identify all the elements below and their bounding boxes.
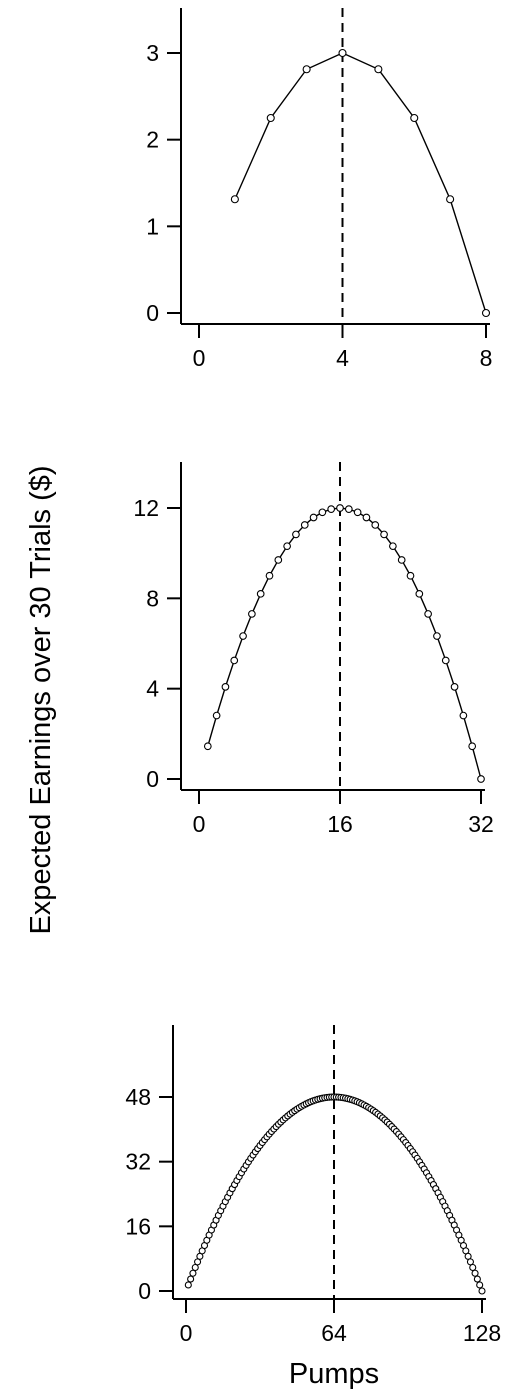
data-point <box>344 505 353 513</box>
data-point <box>300 521 309 529</box>
data-point <box>230 195 239 204</box>
x-tick-label: 32 <box>468 811 494 837</box>
x-tick-label: 8 <box>480 345 493 371</box>
data-point <box>446 195 455 204</box>
data-point <box>327 505 336 513</box>
data-point <box>283 542 291 551</box>
data-point <box>338 48 347 58</box>
data-point <box>380 530 388 539</box>
chart-panel-3: 0 64 128 0 16 32 48 <box>125 1025 501 1346</box>
x-axis-title: Pumps <box>289 1358 379 1390</box>
data-point <box>441 656 450 665</box>
data-point <box>389 542 397 551</box>
data-point <box>478 1287 486 1295</box>
x-tick-label: 128 <box>463 1320 501 1346</box>
chart-panel-1: 0 4 8 0 1 2 3 <box>146 8 492 371</box>
y-tick-label: 8 <box>146 585 159 611</box>
data-point <box>318 508 327 517</box>
y-tick-label: 4 <box>146 676 159 702</box>
chart-panel-2: 0 16 32 0 4 8 12 <box>133 462 494 837</box>
y-tick-label: 0 <box>146 300 159 326</box>
data-point <box>309 513 318 522</box>
data-point <box>292 530 300 539</box>
series-line <box>234 52 487 314</box>
x-tick-label: 4 <box>336 345 349 371</box>
y-tick-label: 48 <box>125 1084 151 1110</box>
x-tick-label: 0 <box>193 345 206 371</box>
x-tick-label: 64 <box>321 1320 347 1346</box>
data-point <box>256 589 265 598</box>
data-point <box>424 610 432 618</box>
data-point <box>239 632 247 640</box>
y-tick-label: 16 <box>125 1213 151 1239</box>
data-point <box>362 513 371 522</box>
y-tick-label: 1 <box>146 213 159 239</box>
data-point <box>212 711 221 720</box>
data-point <box>184 1281 192 1289</box>
data-point <box>476 1281 484 1289</box>
data-point <box>406 571 415 580</box>
data-point <box>302 65 311 74</box>
data-point <box>353 508 362 517</box>
data-point <box>471 1269 479 1277</box>
data-point <box>397 556 406 564</box>
data-point <box>450 683 459 691</box>
data-point <box>433 632 441 640</box>
data-point <box>468 742 477 751</box>
data-point <box>187 1275 195 1283</box>
data-point <box>374 65 383 74</box>
data-point <box>230 656 239 665</box>
data-point <box>274 556 283 564</box>
x-tick-label: 16 <box>327 811 353 837</box>
data-point <box>481 308 491 318</box>
y-axis-title: Expected Earnings over 30 Trials ($) <box>25 465 57 934</box>
data-point <box>410 113 419 123</box>
y-tick-label: 2 <box>146 127 159 153</box>
data-point <box>189 1269 197 1277</box>
series-line <box>207 507 482 780</box>
data-point <box>469 1263 477 1272</box>
data-point <box>248 610 256 618</box>
x-tick-label: 0 <box>180 1320 193 1346</box>
data-point <box>336 504 344 512</box>
y-tick-label: 12 <box>133 495 159 521</box>
data-point <box>459 711 468 720</box>
y-tick-label: 3 <box>146 40 159 66</box>
y-tick-label: 32 <box>125 1149 151 1175</box>
data-point <box>415 589 424 598</box>
y-tick-label: 0 <box>138 1278 151 1304</box>
data-point <box>221 683 230 691</box>
data-point <box>477 775 485 783</box>
data-point <box>203 742 212 751</box>
y-tick-label: 0 <box>146 766 159 792</box>
data-point <box>266 113 275 123</box>
data-point <box>371 521 380 529</box>
data-point <box>473 1275 481 1283</box>
x-tick-label: 0 <box>193 811 206 837</box>
data-point <box>265 571 274 580</box>
